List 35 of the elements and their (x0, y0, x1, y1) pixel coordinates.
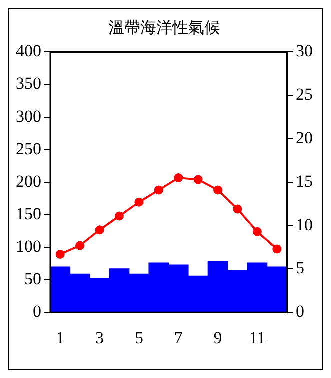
x-tick-label: 11 (249, 328, 266, 348)
point (252, 227, 262, 236)
x-tick-label: 3 (96, 328, 104, 348)
y2-tick-label: 5 (296, 258, 304, 278)
point (174, 174, 184, 183)
y2-tick-label: 25 (296, 85, 313, 104)
y2-tick-label: 30 (296, 42, 313, 61)
point (114, 212, 124, 221)
point (194, 175, 203, 184)
chart-title: 溫帶海洋性氣候 (108, 18, 220, 37)
point (134, 198, 144, 207)
y-tick-label: 300 (16, 106, 42, 126)
y2-tick-label: 15 (296, 172, 313, 191)
x-tick-label: 5 (134, 328, 144, 348)
point (56, 250, 65, 259)
y2-tick-label: 20 (296, 128, 313, 148)
y-tick-label: 100 (16, 236, 42, 256)
y-tick-label: 0 (33, 302, 42, 322)
point (95, 226, 104, 235)
point (272, 244, 282, 254)
y-tick-label: 50 (24, 270, 42, 289)
point (233, 204, 242, 214)
y-tick-label: 250 (16, 139, 42, 158)
y-tick-label: 400 (16, 42, 42, 61)
x-tick-label: 1 (56, 328, 65, 348)
x-tick-label: 9 (214, 328, 222, 348)
y2-tick-label: 10 (296, 215, 313, 234)
y-tick-label: 150 (16, 204, 42, 224)
point (154, 186, 164, 195)
y2-tick-label: 0 (296, 302, 304, 322)
x-tick-label: 7 (174, 328, 184, 348)
y-tick-label: 350 (16, 74, 42, 94)
point (76, 241, 85, 250)
y-tick-label: 200 (16, 172, 42, 191)
point (214, 186, 223, 195)
